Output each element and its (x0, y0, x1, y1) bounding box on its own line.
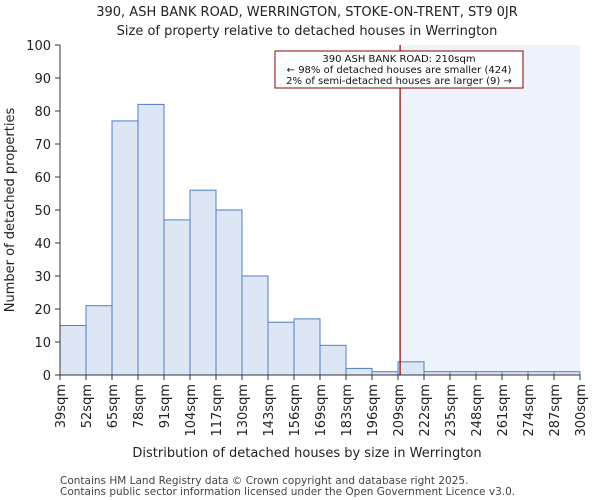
x-tick-label-183sqm: 183sqm (340, 384, 355, 437)
x-tick-label-235sqm: 235sqm (444, 384, 459, 437)
y-tick-label-20: 20 (34, 303, 51, 318)
x-tick-label-248sqm: 248sqm (470, 384, 485, 437)
x-tick-label-117sqm: 117sqm (210, 384, 225, 437)
chart-title: 390, ASH BANK ROAD, WERRINGTON, STOKE-ON… (96, 5, 518, 20)
y-axis-label: Number of detached properties (3, 108, 18, 313)
x-tick-label-78sqm: 78sqm (132, 384, 147, 428)
annotation-line-2: ← 98% of detached houses are smaller (42… (287, 65, 512, 76)
bar-169sqm (319, 344, 347, 376)
x-tick-label-52sqm: 52sqm (80, 384, 95, 428)
x-tick-label-169sqm: 169sqm (314, 384, 329, 437)
bar-78sqm (137, 103, 165, 376)
y-tick-label-0: 0 (43, 369, 51, 384)
bar-104sqm (189, 189, 217, 376)
x-tick-label-156sqm: 156sqm (288, 384, 303, 437)
bar-39sqm (59, 325, 87, 376)
x-tick-label-65sqm: 65sqm (106, 384, 121, 428)
footer-line-1: Contains HM Land Registry data © Crown c… (60, 475, 468, 487)
x-tick-label-209sqm: 209sqm (392, 384, 407, 437)
annotation-box (274, 50, 524, 89)
annotation-line-1: 390 ASH BANK ROAD: 210sqm (322, 54, 475, 65)
y-tick-label-70: 70 (34, 138, 51, 153)
x-tick-label-91sqm: 91sqm (158, 384, 173, 428)
bar-143sqm (267, 321, 295, 376)
bar-117sqm (215, 209, 243, 376)
footer-line-2: Contains public sector information licen… (60, 486, 515, 498)
x-axis-label: Distribution of detached houses by size … (132, 446, 481, 461)
y-tick-label-100: 100 (26, 39, 51, 54)
bar-156sqm (293, 318, 321, 376)
y-tick-label-90: 90 (34, 72, 51, 87)
bar-91sqm (163, 219, 191, 376)
x-tick-label-261sqm: 261sqm (496, 384, 511, 437)
x-tick-label-222sqm: 222sqm (418, 384, 433, 437)
plot-area: 0 10 20 30 40 50 60 70 80 90 100 39sqm 52sqm 65sqm 78s… (26, 39, 589, 437)
y-tick-label-80: 80 (34, 105, 51, 120)
y-tick-label-40: 40 (34, 237, 51, 252)
highlight-region (400, 45, 580, 375)
y-tick-label-30: 30 (34, 270, 51, 285)
x-tick-label-196sqm: 196sqm (366, 384, 381, 437)
x-tick-label-274sqm: 274sqm (522, 384, 537, 437)
bar-209sqm (397, 361, 425, 376)
x-tick-label-287sqm: 287sqm (548, 384, 563, 437)
annotation-line-3: 2% of semi-detached houses are larger (9… (286, 76, 512, 87)
y-tick-label-10: 10 (34, 336, 51, 351)
x-tick-label-39sqm: 39sqm (54, 384, 69, 428)
y-tick-label-60: 60 (34, 171, 51, 186)
x-tick-label-130sqm: 130sqm (236, 384, 251, 437)
bar-130sqm (241, 275, 269, 376)
bar-52sqm (85, 305, 113, 376)
bar-183sqm (345, 367, 373, 376)
bar-65sqm (111, 120, 139, 376)
chart-subtitle: Size of property relative to detached ho… (117, 24, 498, 39)
x-tick-label-300sqm: 300sqm (574, 384, 589, 437)
x-tick-label-104sqm: 104sqm (184, 384, 199, 437)
x-tick-label-143sqm: 143sqm (262, 384, 277, 437)
y-tick-label-50: 50 (34, 204, 51, 219)
